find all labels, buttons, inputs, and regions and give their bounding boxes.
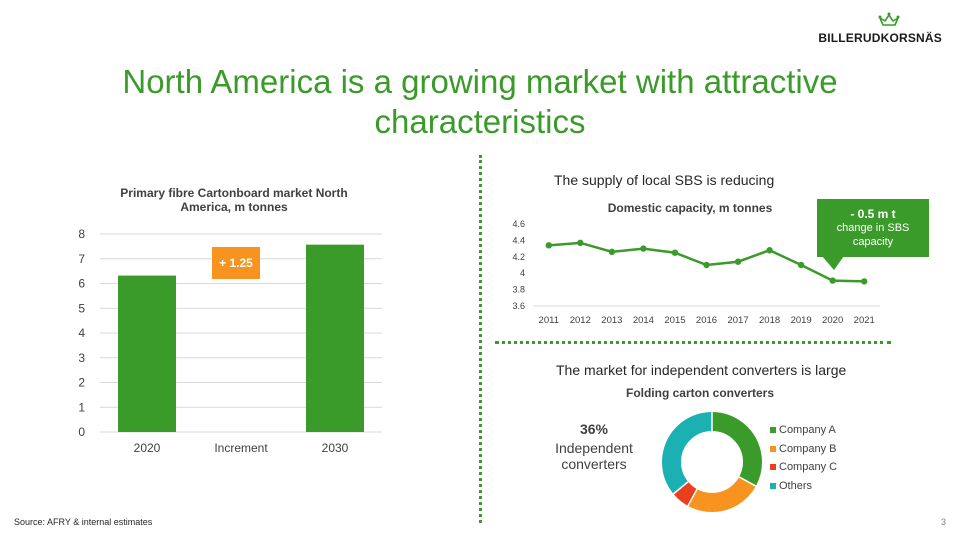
y-tick-label: 4.2 [512,252,525,262]
increment-label: + 1.25 [212,247,260,279]
market-section-heading: The market for independent converters is… [556,362,847,378]
y-tick-label: 2 [78,376,85,390]
data-point [861,278,868,285]
x-tick-label: 2014 [633,315,654,326]
data-point [577,239,584,247]
legend-item: Company C [770,458,837,477]
y-tick-label: 3 [78,351,85,365]
donut-legend: Company A Company B Company C Others [770,421,837,495]
data-point [640,245,647,252]
x-tick-label: 2018 [759,315,780,326]
page-title: North America is a growing market with a… [122,63,838,140]
capacity-callout: - 0.5 m t change in SBS capacity [817,199,929,257]
bar-chart-title: Primary fibre Cartonboard market North A… [120,186,348,214]
data-point [829,277,836,284]
line-chart-title: Domestic capacity, m tonnes [607,201,773,215]
supply-section-heading: The supply of local SBS is reducing [554,172,775,188]
legend-label: Company A [779,424,836,437]
data-point [671,249,679,256]
data-point [734,258,742,265]
line-chart: 3.6 3.8 4 4.2 4.4 4.6 2011 2012 2013 2014 2015 2016… [512,219,880,326]
bar-chart: 0 1 2 3 4 5 6 7 8 2020 Increment 2030 [78,227,382,455]
logo-text: BILLERUDKORSNÄS [818,31,942,45]
legend-item: Company A [770,421,837,440]
y-tick-label: 8 [78,227,85,241]
bar-2020 [118,275,176,432]
x-tick-label: 2016 [696,315,717,326]
horizontal-divider [495,341,891,344]
y-tick-label: 4 [520,268,525,278]
donut-slice [662,412,762,512]
legend-item: Company B [770,440,837,459]
x-tick-label: 2015 [664,315,685,326]
legend-label: Company B [779,442,837,455]
y-tick-label: 0 [78,425,85,439]
callout-pointer [822,256,844,270]
x-tick-label: 2013 [601,315,622,326]
y-tick-label: 3.6 [512,301,525,311]
y-tick-label: 1 [78,400,85,414]
x-tick-label: 2020 [134,441,161,455]
data-point [608,248,616,256]
x-tick-label: 2020 [822,315,843,326]
crown-icon [878,12,900,26]
data-point [797,261,805,269]
legend-label: Company C [779,461,838,474]
callout-value: - 0.5 m t [850,207,896,221]
independent-share-value: 36% [579,421,609,437]
bar-2030 [306,244,364,432]
x-tick-label: 2017 [727,315,748,326]
donut-chart-title: Folding carton converters [625,386,775,400]
x-tick-label: 2012 [570,315,591,326]
slice-separator [738,476,757,487]
y-tick-label: 6 [78,277,85,291]
legend-swatch [770,445,776,452]
data-point [766,247,773,254]
x-tick-label: 2030 [322,441,349,455]
x-tick-label: 2019 [791,315,812,326]
data-point [703,261,710,269]
callout-text: change in SBS capacity [836,222,910,248]
x-tick-label: Increment [214,441,268,455]
x-tick-label: 2021 [854,315,875,326]
y-tick-label: 4.6 [512,219,525,229]
company-logo: BILLERUDKORSNÄS [818,12,942,46]
slice-separator [672,481,689,495]
y-tick-label: 4 [78,326,85,340]
legend-swatch [770,464,776,471]
page-number: 3 [940,517,946,527]
x-tick-label: 2011 [539,315,559,326]
independent-share-label: Independent converters [555,440,633,472]
y-tick-label: 4.4 [512,235,525,245]
source-note: Source: AFRY & internal estimates [14,517,153,527]
legend-item: Others [770,477,837,496]
legend-swatch [770,482,776,489]
legend-label: Others [779,479,813,492]
legend-swatch [770,427,776,434]
donut-chart [662,412,762,512]
y-tick-label: 5 [78,301,85,315]
vertical-divider [479,155,482,523]
data-point [545,242,552,249]
y-tick-label: 7 [78,252,85,266]
y-tick-label: 3.8 [512,285,525,295]
slice-separator [687,488,698,507]
